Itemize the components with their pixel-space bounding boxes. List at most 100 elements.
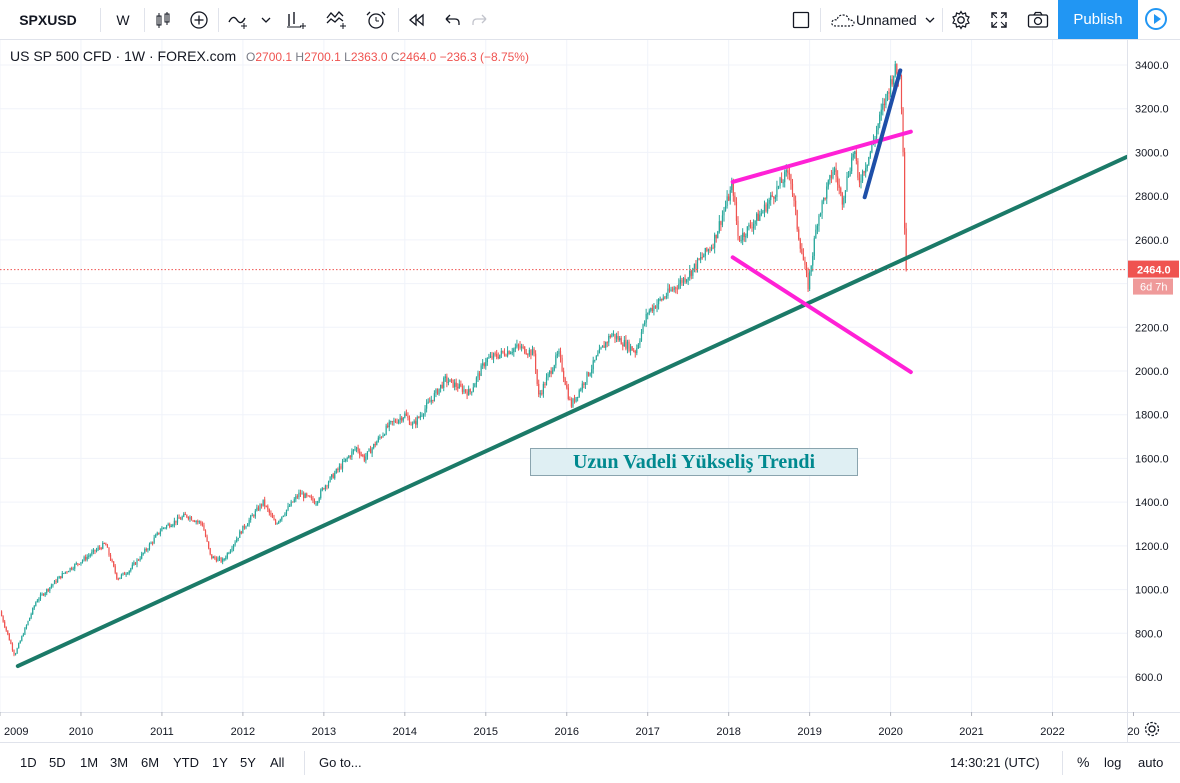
candle-body xyxy=(259,504,261,511)
add-indicator-icon[interactable] xyxy=(186,0,212,40)
goto-button[interactable]: Go to... xyxy=(319,754,362,770)
candle-body xyxy=(544,384,546,386)
candle-body xyxy=(331,474,333,477)
candle-body xyxy=(468,389,470,396)
candle-body xyxy=(103,542,105,544)
candle-body xyxy=(804,260,806,265)
candle-body xyxy=(94,549,96,552)
layout-chevron-down-icon[interactable] xyxy=(922,0,938,40)
alert-icon[interactable] xyxy=(362,0,392,40)
camera-icon[interactable] xyxy=(1024,0,1052,40)
candle-body xyxy=(896,64,898,74)
range-5d[interactable]: 5D xyxy=(49,754,66,770)
candle-body xyxy=(13,650,15,655)
candle-body xyxy=(14,653,17,655)
percent-toggle[interactable]: % xyxy=(1077,754,1090,770)
replay-icon[interactable] xyxy=(404,0,430,40)
templates-icon[interactable] xyxy=(322,0,352,40)
range-5y[interactable]: 5Y xyxy=(240,754,256,770)
chevron-down-icon[interactable] xyxy=(258,0,274,40)
candle-body xyxy=(824,197,826,199)
candle-body xyxy=(77,563,79,565)
candle-body xyxy=(212,556,214,559)
candle-body xyxy=(195,521,197,523)
candle-body xyxy=(698,258,700,260)
layout-square-icon[interactable] xyxy=(788,0,814,40)
candle-body xyxy=(777,185,780,187)
candle-body xyxy=(380,437,383,439)
drawings-layer xyxy=(15,68,1129,669)
candle-body xyxy=(288,505,291,507)
time-tick-label: 2010 xyxy=(69,726,93,738)
chart-canvas[interactable]: 3400.03200.03000.02800.02600.02400.02200… xyxy=(0,40,1180,742)
candle-body xyxy=(657,299,660,305)
candle-body xyxy=(469,389,471,392)
candle-body xyxy=(774,197,776,199)
range-1m[interactable]: 1M xyxy=(80,754,99,770)
candle-body xyxy=(443,378,445,388)
candles-icon[interactable] xyxy=(150,0,176,40)
candle-body xyxy=(558,351,560,355)
candle-body xyxy=(511,352,513,354)
divider xyxy=(218,8,219,32)
candle-body xyxy=(340,466,342,469)
range-3m[interactable]: 3M xyxy=(110,754,129,770)
candle-body xyxy=(172,524,174,527)
candle-body xyxy=(377,437,379,442)
compare-icon[interactable] xyxy=(282,0,312,40)
publish-button[interactable]: Publish xyxy=(1058,0,1138,39)
candle-body xyxy=(681,279,683,283)
candle-body xyxy=(847,175,850,177)
candle-body xyxy=(320,490,322,498)
log-toggle[interactable]: log xyxy=(1104,754,1122,770)
candle-body xyxy=(689,270,691,278)
indicators-icon[interactable] xyxy=(224,0,254,40)
candle-body xyxy=(99,547,101,549)
auto-toggle[interactable]: auto xyxy=(1138,754,1164,770)
time-tick-label: 2019 xyxy=(797,726,821,738)
candle-body xyxy=(734,195,736,202)
candle-body xyxy=(418,417,420,419)
candle-body xyxy=(8,634,10,641)
settings-icon[interactable] xyxy=(948,0,974,40)
megaphone-lower-line xyxy=(730,255,913,375)
trend-annotation[interactable]: Uzun Vadeli Yükseliş Trendi xyxy=(530,448,858,476)
fullscreen-icon[interactable] xyxy=(986,0,1012,40)
redo-icon[interactable] xyxy=(468,0,492,40)
price-tick-label: 1400.0 xyxy=(1135,497,1169,509)
candle-body xyxy=(371,448,373,454)
candle-body xyxy=(844,190,847,198)
candle-body xyxy=(773,196,775,199)
undo-icon[interactable] xyxy=(440,0,464,40)
range-1y[interactable]: 1Y xyxy=(212,754,228,770)
candle-body xyxy=(324,485,327,490)
divider xyxy=(820,8,821,32)
candle-body xyxy=(597,353,599,356)
candle-body xyxy=(869,152,871,157)
candle-body xyxy=(226,553,228,558)
candle-body xyxy=(805,264,808,273)
clock[interactable]: 14:30:21 (UTC) xyxy=(950,754,1040,770)
candle-body xyxy=(617,335,619,341)
play-icon[interactable] xyxy=(1145,8,1167,30)
range-1d[interactable]: 1D xyxy=(20,754,37,770)
candle-body xyxy=(883,103,885,106)
candle-body xyxy=(561,357,563,371)
candle-body xyxy=(639,340,641,345)
range-ytd[interactable]: YTD xyxy=(173,754,199,770)
candle-body xyxy=(446,376,448,383)
candle-body xyxy=(147,549,149,551)
candle-body xyxy=(673,287,675,290)
candle-body xyxy=(559,351,562,358)
candle-body xyxy=(243,525,246,528)
symbol-search[interactable]: SPXUSD xyxy=(19,12,77,28)
candle-body xyxy=(650,308,652,311)
divider xyxy=(304,751,305,775)
candle-body xyxy=(245,526,247,528)
range-6m[interactable]: 6M xyxy=(141,754,160,770)
range-all[interactable]: All xyxy=(270,754,285,770)
layout-name[interactable]: Unnamed xyxy=(856,12,917,28)
candle-body xyxy=(95,549,98,552)
candle-body xyxy=(186,514,188,518)
interval-selector[interactable]: W xyxy=(116,12,130,28)
